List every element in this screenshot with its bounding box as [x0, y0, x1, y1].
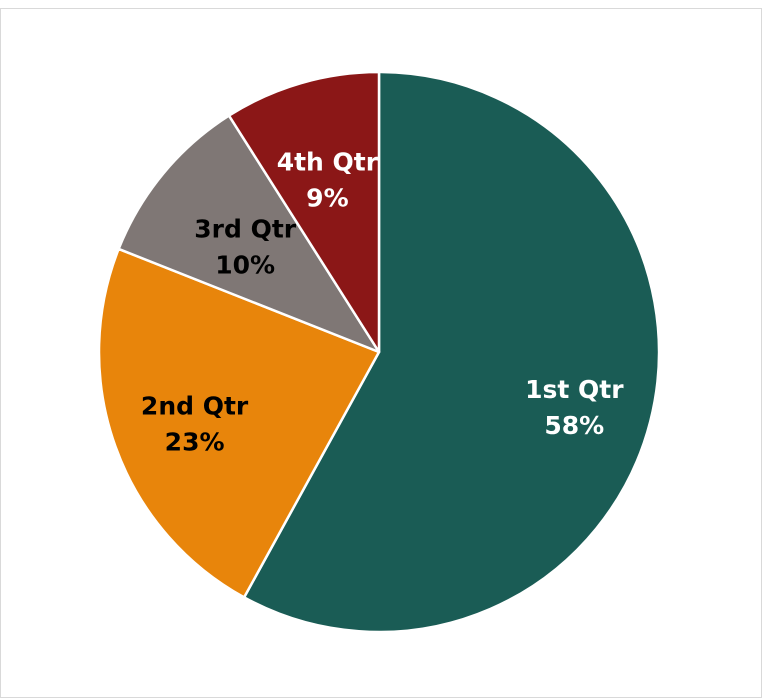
slice-label-name: 3rd Qtr — [194, 214, 297, 243]
pie-slice-3 — [117, 114, 381, 354]
pie-slice-2 — [97, 247, 381, 599]
pie-labels: 1st Qtr 58% 2nd Qtr 23% 3rd Qtr 10% 4th Qtr 9% — [141, 148, 624, 457]
slice-label-percent: 10% — [215, 250, 275, 279]
pie-slice-4 — [227, 70, 381, 354]
slice-label-name: 1st Qtr — [525, 375, 624, 404]
slice-label-percent: 58% — [544, 411, 604, 440]
slice-label-percent: 23% — [165, 427, 225, 456]
slice-label-2: 2nd Qtr 23% — [141, 391, 249, 456]
pie-slice-1 — [242, 70, 661, 634]
slice-label-percent: 9% — [306, 184, 348, 213]
slice-label-name: 4th Qtr — [277, 148, 379, 177]
slice-label-3: 3rd Qtr 10% — [194, 214, 297, 279]
slice-label-4: 4th Qtr 9% — [277, 148, 379, 213]
pie-slices — [97, 70, 661, 634]
slice-label-name: 2nd Qtr — [141, 391, 249, 420]
slice-label-1: 1st Qtr 58% — [525, 375, 624, 440]
